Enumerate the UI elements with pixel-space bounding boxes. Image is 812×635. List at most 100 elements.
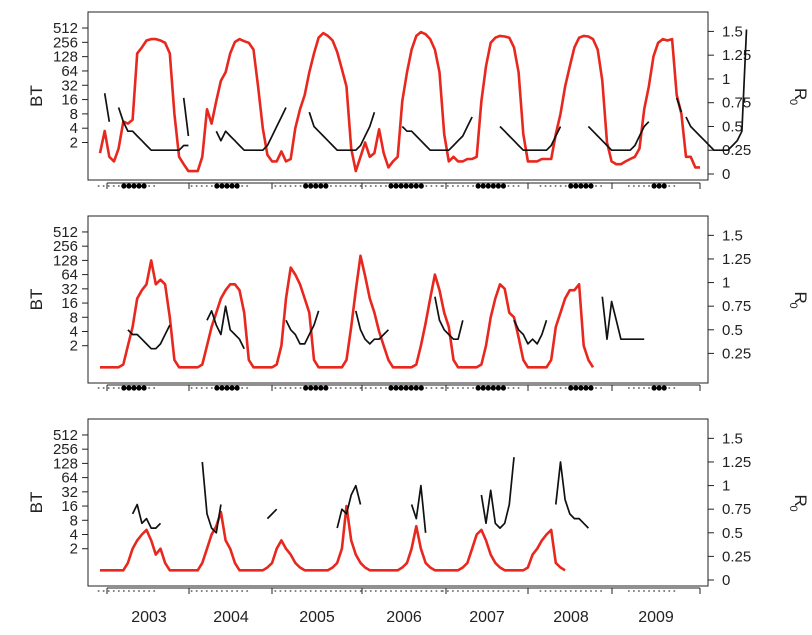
y-left-tick-label: 16 (61, 92, 78, 109)
y-left-tick-label: 16 (61, 295, 78, 312)
season-dot (374, 590, 377, 592)
season-dot (210, 185, 213, 187)
season-dot (461, 590, 464, 592)
season-dot (441, 185, 444, 187)
y-left-tick-label: 128 (53, 455, 78, 472)
peak-dot (398, 183, 404, 189)
x-year-label: 2005 (299, 609, 335, 626)
peak-dot (475, 385, 481, 391)
y-right-axis-title-subscript: 0 (787, 99, 799, 105)
peak-dot (121, 183, 127, 189)
season-dot (512, 387, 515, 389)
season-dot (663, 590, 666, 592)
season-dot (354, 185, 357, 187)
season-dot (579, 590, 582, 592)
peak-dot (485, 183, 491, 189)
season-dot (284, 387, 287, 389)
y-right-tick-label: 0.25 (722, 142, 751, 159)
season-dot (400, 590, 403, 592)
season-dot (415, 590, 418, 592)
y-left-tick-label: 128 (53, 252, 78, 269)
peak-dot (313, 385, 319, 391)
peak-dot (131, 183, 137, 189)
y-right-tick-label: 0 (722, 166, 730, 183)
season-dot (389, 590, 392, 592)
peak-dot (214, 385, 220, 391)
y-right-axis-title-main: R (791, 495, 810, 507)
peak-dot (313, 183, 319, 189)
y-right-tick-label: 1.25 (722, 47, 751, 64)
season-dot (467, 185, 470, 187)
season-dot (329, 387, 332, 389)
season-dot (112, 185, 115, 187)
r0-series-segment (601, 296, 645, 341)
peak-dot (573, 183, 579, 189)
r0-series-segment (285, 310, 320, 345)
y-right-tick-label: 0.25 (722, 345, 751, 362)
y-left-tick-label: 4 (70, 323, 78, 340)
season-dot (97, 387, 100, 389)
peak-dot (393, 183, 399, 189)
peak-dot (418, 183, 424, 189)
x-year-label: 2006 (386, 609, 422, 626)
season-dot (507, 590, 510, 592)
y-right-axis-title: R0 (787, 495, 810, 512)
season-dot (642, 387, 645, 389)
season-dot (117, 387, 120, 389)
season-dot (329, 185, 332, 187)
peak-dot (413, 385, 419, 391)
season-dot (215, 590, 218, 592)
peak-dot (323, 385, 329, 391)
plot-frame (87, 215, 709, 384)
season-dot (595, 185, 598, 187)
peak-dot (651, 385, 657, 391)
peak-dot (500, 385, 507, 391)
y-right-tick-label: 1 (722, 275, 730, 292)
y-left-tick-label: 2 (70, 541, 78, 558)
peak-dot (229, 385, 235, 391)
peak-dot (495, 385, 501, 391)
peak-dot (126, 385, 132, 391)
r0-series-segment (201, 461, 222, 534)
y-left-tick-label: 2 (70, 338, 78, 355)
season-dot (309, 590, 312, 592)
season-dot (564, 387, 567, 389)
season-dot (334, 387, 337, 389)
season-dot (559, 590, 562, 592)
season-dot (512, 185, 515, 187)
peak-dot (656, 385, 662, 391)
season-dot (559, 185, 562, 187)
peak-dot (303, 385, 309, 391)
peak-dot (131, 385, 137, 391)
y-left-tick-label: 32 (61, 281, 78, 298)
peak-dot (418, 385, 424, 391)
peak-dot (323, 183, 329, 189)
season-dot (190, 590, 193, 592)
r0-series-segment (206, 305, 245, 350)
season-dot (190, 185, 193, 187)
season-dot (425, 185, 428, 187)
season-dot (374, 185, 377, 187)
season-dot (544, 590, 547, 592)
y-right-tick-label: 0.25 (722, 548, 751, 565)
peak-dot (568, 183, 574, 189)
peak-dot (303, 183, 309, 189)
y-left-tick-label: 2 (70, 135, 78, 152)
y-right-tick-label: 0.5 (722, 525, 743, 542)
season-dot (374, 387, 377, 389)
season-dot (668, 387, 671, 389)
season-dot (487, 590, 490, 592)
season-dot (384, 185, 387, 187)
season-dot (334, 185, 337, 187)
y-right-tick-label: 1 (722, 71, 730, 88)
season-dot (554, 387, 557, 389)
peak-dot (141, 385, 147, 391)
r0-series-segment (401, 116, 473, 152)
season-dot (405, 590, 408, 592)
season-dot (143, 590, 146, 592)
season-dot (600, 185, 603, 187)
x-year-label: 2007 (469, 609, 505, 626)
season-dot (435, 185, 438, 187)
season-dot (102, 185, 105, 187)
